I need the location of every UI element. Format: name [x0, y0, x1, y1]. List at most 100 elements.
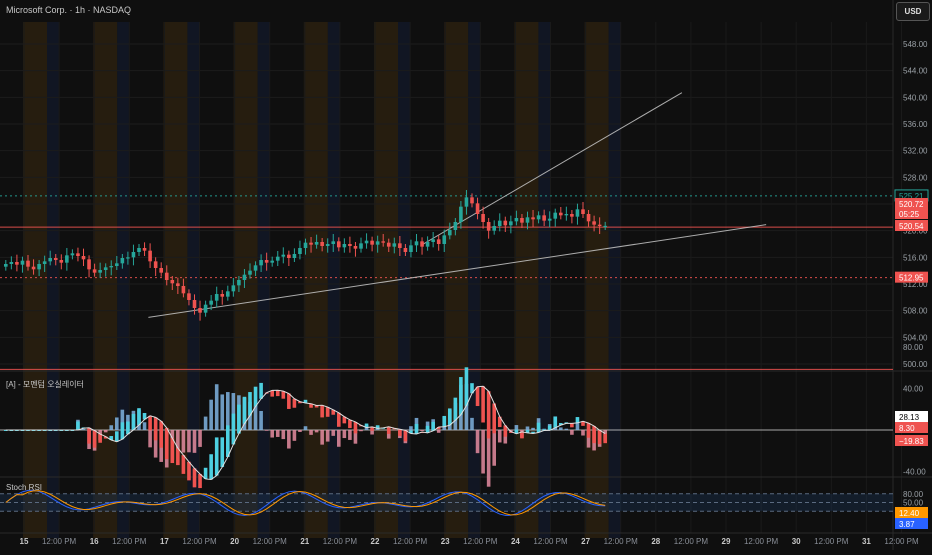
macd-value-histogram: −19.83 [895, 435, 928, 446]
macd-hist-bar [337, 430, 341, 447]
candle-body [215, 294, 219, 301]
macd-pane-title: [A] - 모멘텀 오실레이터 [6, 379, 84, 390]
macd-hist-bar [576, 423, 580, 430]
macd-hist-bar [320, 430, 324, 445]
candle-body [71, 253, 75, 255]
candle-body [237, 280, 241, 285]
candle-body [176, 283, 180, 286]
price-badge-countdown: 05:25 [895, 208, 928, 219]
candle-body [348, 244, 352, 246]
macd-hist-bar [470, 418, 474, 430]
macd-hist-bar [293, 430, 297, 441]
macd-hist-bar [348, 430, 352, 440]
time-tick-label: 23 [441, 537, 450, 546]
macd-band-bar [243, 397, 247, 424]
macd-band-bar [354, 422, 358, 433]
price-badge-last-price: 520.72 [895, 198, 928, 209]
macd-hist-bar [326, 430, 330, 442]
badge-text: −19.83 [899, 437, 924, 446]
candle-body [526, 217, 530, 222]
macd-hist-bar [259, 411, 263, 430]
badge-text: 520.54 [899, 222, 924, 231]
macd-band-bar [165, 428, 169, 459]
macd-band-bar [226, 425, 230, 457]
time-tick-label: 12:00 PM [42, 537, 77, 546]
macd-hist-bar [215, 384, 219, 430]
candle-body [121, 258, 125, 263]
candle-body [315, 242, 319, 245]
macd-hist-bar [343, 430, 347, 438]
candle-body [559, 213, 563, 216]
price-badge-level: 520.54 [895, 220, 928, 231]
postmarket-band [117, 22, 129, 538]
macd-hist-bar [282, 430, 286, 439]
badge-text: 512.95 [899, 274, 924, 283]
macd-hist-bar [187, 430, 191, 452]
candle-body [448, 230, 452, 235]
macd-hist-bar [148, 430, 152, 447]
macd-hist-bar [492, 430, 496, 466]
macd-band-bar [454, 398, 458, 421]
macd-band-bar [76, 421, 80, 430]
macd-hist-bar [526, 426, 530, 430]
price-tick-label: 500.00 [903, 360, 928, 369]
candle-body [320, 242, 324, 246]
candle-body [487, 222, 491, 231]
time-tick-label: 12:00 PM [604, 537, 639, 546]
macd-band-bar [520, 432, 524, 438]
macd-hist-bar [420, 430, 424, 431]
candle-body [282, 255, 286, 257]
candle-body [209, 301, 213, 305]
candle-body [365, 241, 369, 244]
premarket-band [93, 22, 117, 538]
time-tick-label: 20 [230, 537, 239, 546]
candle-body [82, 256, 86, 259]
candle-body [48, 258, 52, 261]
candle-body [248, 271, 252, 275]
macd-value-signal: 28.13 [895, 411, 928, 422]
macd-band-bar [182, 455, 186, 474]
candle-body [331, 241, 335, 244]
stoch-value-k: 3.87 [895, 518, 928, 529]
postmarket-band [187, 22, 199, 538]
candle-body [15, 262, 19, 265]
candle-body [204, 305, 208, 313]
time-tick-label: 24 [511, 537, 520, 546]
macd-hist-bar [309, 430, 313, 435]
macd-band-bar [132, 414, 136, 430]
candle-body [276, 257, 280, 261]
macd-band-bar [603, 434, 607, 444]
candle-body [598, 225, 602, 226]
macd-band-bar [293, 399, 297, 408]
macd-hist-bar [476, 430, 480, 453]
macd-tick-label: 80.00 [903, 343, 924, 352]
macd-band-bar [87, 428, 91, 444]
macd-hist-bar [531, 428, 535, 430]
candle-body [459, 207, 463, 222]
candle-body [65, 255, 69, 262]
candle-body [87, 259, 91, 269]
candle-body [587, 214, 591, 221]
macd-hist-bar [298, 430, 302, 432]
macd-band-bar [232, 414, 236, 445]
macd-band-bar [442, 416, 446, 427]
time-tick-label: 12:00 PM [744, 537, 779, 546]
candle-body [198, 308, 202, 313]
candle-body [54, 258, 58, 260]
currency-button[interactable]: USD [896, 2, 930, 21]
time-tick-label: 12:00 PM [323, 537, 358, 546]
candle-body [193, 300, 197, 308]
postmarket-band [609, 22, 621, 538]
macd-band-bar [448, 408, 452, 425]
macd-band-bar [459, 377, 463, 415]
macd-band-bar [320, 405, 324, 417]
candle-body [21, 261, 25, 265]
macd-hist-bar [276, 430, 280, 437]
candle-body [398, 243, 402, 248]
price-tick-label: 536.00 [903, 120, 928, 129]
macd-band-bar [570, 423, 574, 427]
macd-band-bar [426, 426, 430, 433]
